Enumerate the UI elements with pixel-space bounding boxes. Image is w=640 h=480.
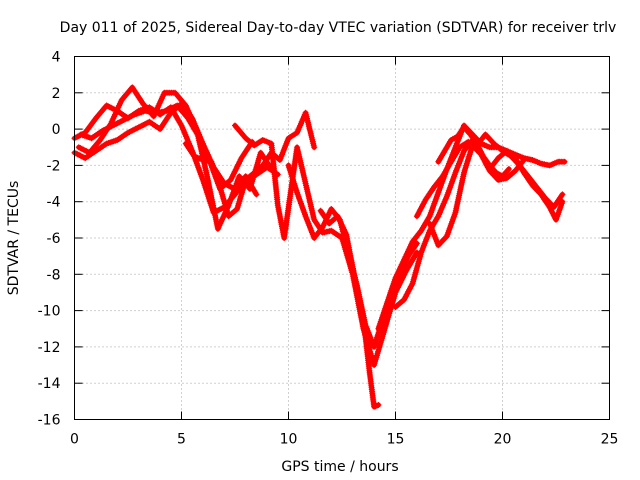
- series-track-8: [317, 207, 382, 410]
- y-tick-label: -2: [47, 158, 61, 174]
- x-tick-label: 0: [70, 432, 79, 448]
- y-tick-label: 0: [52, 122, 61, 138]
- y-tick-label: -10: [38, 304, 61, 320]
- series-plus-markers: [71, 102, 281, 216]
- x-tick-label: 20: [494, 432, 512, 448]
- y-tick-label: -12: [38, 340, 61, 356]
- label-layer: 0 5 10 15 20 25 -16 -14 -12 -10 -8 -6 -4 -2 0 2 4: [38, 50, 619, 448]
- series-plus-markers: [392, 137, 527, 310]
- y-axis-label: SDTVAR / TECUs: [6, 181, 22, 296]
- y-tick-label: -6: [47, 231, 61, 247]
- y-tick-label: -14: [38, 376, 61, 392]
- series-layer: [71, 84, 568, 410]
- series-track-1: [71, 102, 281, 216]
- series-track-10: [392, 137, 527, 310]
- grid-layer: [74, 56, 610, 420]
- x-tick-label: 5: [177, 432, 186, 448]
- series-track-5: [182, 109, 318, 220]
- x-tick-label: 25: [601, 432, 619, 448]
- y-tick-label: 2: [52, 86, 61, 102]
- series-plus-markers: [182, 109, 318, 220]
- series-track-line: [232, 123, 420, 368]
- x-axis-label: GPS time / hours: [281, 459, 398, 475]
- y-tick-label: -16: [38, 413, 61, 429]
- y-tick-label: -8: [47, 267, 61, 283]
- y-tick-label: -4: [47, 195, 61, 211]
- series-plus-markers: [435, 124, 512, 180]
- series-track-13: [435, 124, 512, 180]
- y-tick-label: 4: [52, 50, 61, 66]
- series-plus-markers: [317, 207, 382, 410]
- tick-layer: [74, 56, 610, 420]
- x-tick-label: 10: [280, 432, 298, 448]
- chart-title: Day 011 of 2025, Sidereal Day-to-day VTE…: [60, 20, 617, 36]
- series-track-line: [72, 103, 281, 216]
- x-tick-label: 15: [387, 432, 405, 448]
